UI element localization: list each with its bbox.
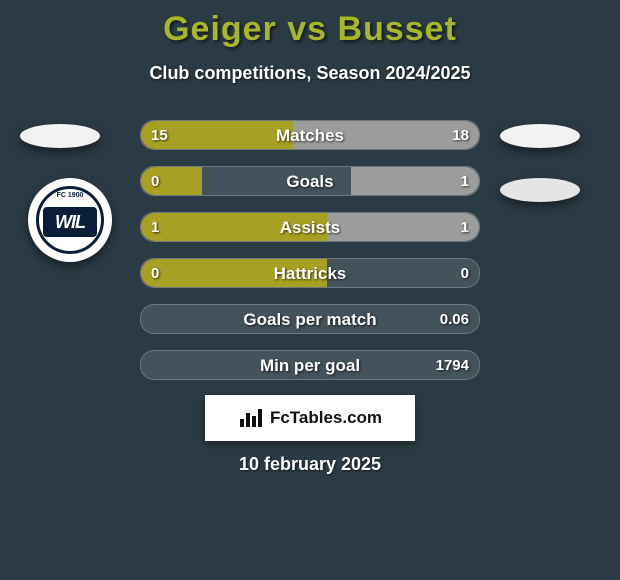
stat-row: Assists11 bbox=[140, 212, 480, 242]
stat-fill-left bbox=[141, 213, 327, 241]
stat-value-left: 15 bbox=[151, 121, 168, 149]
team-left-badge: FC 1900 WIL bbox=[28, 178, 112, 262]
stat-fill-right bbox=[327, 213, 479, 241]
stat-label: Goals per match bbox=[141, 305, 479, 333]
stat-row: Goals01 bbox=[140, 166, 480, 196]
stat-row: Goals per match0.06 bbox=[140, 304, 480, 334]
attribution-text: FcTables.com bbox=[270, 408, 382, 428]
page-subtitle: Club competitions, Season 2024/2025 bbox=[0, 63, 620, 84]
stat-value-right: 0 bbox=[461, 259, 469, 287]
badge-top-text: FC 1900 bbox=[39, 192, 101, 199]
chart-icon bbox=[238, 407, 264, 429]
comparison-card: Geiger vs Busset Club competitions, Seas… bbox=[0, 0, 620, 580]
stat-label: Min per goal bbox=[141, 351, 479, 379]
team-left-badge-inner: FC 1900 WIL bbox=[36, 186, 104, 254]
stat-value-left: 0 bbox=[151, 259, 159, 287]
stat-fill-left bbox=[141, 259, 327, 287]
stat-value-right: 0.06 bbox=[440, 305, 469, 333]
footer-date: 10 february 2025 bbox=[0, 454, 620, 475]
team-right-logo-oval-2 bbox=[500, 178, 580, 202]
attribution-box: FcTables.com bbox=[205, 395, 415, 441]
stat-row: Hattricks00 bbox=[140, 258, 480, 288]
stat-value-left: 0 bbox=[151, 167, 159, 195]
badge-main-text: WIL bbox=[43, 207, 97, 237]
team-left-logo-oval bbox=[20, 124, 100, 148]
stat-value-right: 18 bbox=[452, 121, 469, 149]
stat-row: Min per goal1794 bbox=[140, 350, 480, 380]
stats-bars: Matches1518Goals01Assists11Hattricks00Go… bbox=[140, 120, 480, 396]
stat-row: Matches1518 bbox=[140, 120, 480, 150]
stat-value-left: 1 bbox=[151, 213, 159, 241]
stat-value-right: 1794 bbox=[436, 351, 469, 379]
page-title: Geiger vs Busset bbox=[0, 0, 620, 49]
stat-value-right: 1 bbox=[461, 213, 469, 241]
stat-value-right: 1 bbox=[461, 167, 469, 195]
team-right-logo-oval-1 bbox=[500, 124, 580, 148]
